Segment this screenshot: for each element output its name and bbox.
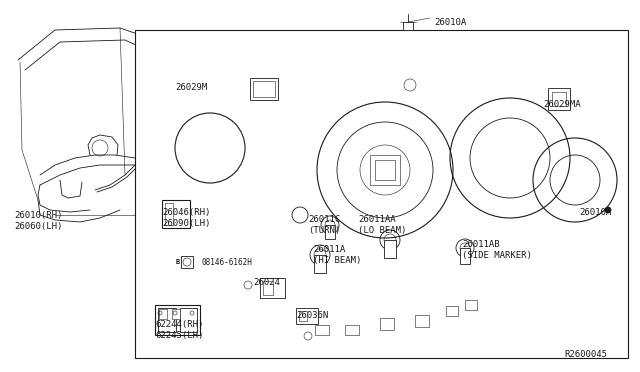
Bar: [446, 306, 458, 316]
Bar: [384, 240, 396, 258]
Bar: [548, 88, 570, 110]
Bar: [296, 308, 318, 324]
Bar: [315, 325, 329, 335]
Text: 26060(LH): 26060(LH): [14, 222, 62, 231]
Bar: [159, 309, 167, 319]
Text: 26011C: 26011C: [308, 215, 340, 224]
Text: 26010(RH): 26010(RH): [14, 211, 62, 220]
Bar: [345, 325, 359, 335]
Text: (LO BEAM): (LO BEAM): [358, 226, 406, 235]
Bar: [460, 248, 470, 264]
Bar: [314, 255, 326, 273]
Bar: [552, 92, 566, 106]
Bar: [370, 155, 400, 185]
Bar: [158, 308, 176, 332]
Text: 26046(RH): 26046(RH): [162, 208, 211, 217]
Text: B: B: [176, 259, 180, 265]
Text: (SIDE MARKER): (SIDE MARKER): [462, 251, 532, 260]
Text: 26011AB: 26011AB: [462, 240, 500, 249]
Bar: [260, 278, 285, 298]
Text: 26010A: 26010A: [434, 18, 467, 27]
Text: 26024: 26024: [253, 278, 280, 287]
Bar: [299, 311, 307, 321]
Bar: [325, 225, 335, 239]
Text: 26011AA: 26011AA: [358, 215, 396, 224]
Text: 62244(RH): 62244(RH): [155, 320, 204, 329]
Bar: [180, 308, 197, 332]
Text: R2600045: R2600045: [564, 350, 607, 359]
Bar: [250, 78, 278, 100]
Text: 08146-6162H: 08146-6162H: [202, 258, 253, 267]
Text: (HI BEAM): (HI BEAM): [313, 256, 362, 265]
Bar: [165, 203, 173, 225]
Bar: [162, 200, 190, 228]
Bar: [465, 300, 477, 310]
Text: 26090(LH): 26090(LH): [162, 219, 211, 228]
Bar: [181, 256, 193, 268]
Circle shape: [605, 207, 611, 213]
Bar: [172, 309, 180, 319]
Bar: [415, 315, 429, 327]
Text: (TURN): (TURN): [308, 226, 340, 235]
Text: 26010A: 26010A: [579, 208, 611, 217]
Bar: [135, 30, 628, 358]
Text: 26029M: 26029M: [175, 83, 207, 92]
Bar: [380, 318, 394, 330]
Bar: [263, 281, 273, 295]
Text: 62245(LH): 62245(LH): [155, 331, 204, 340]
Bar: [403, 22, 413, 30]
Text: 26029MA: 26029MA: [543, 100, 580, 109]
Text: 26011A: 26011A: [313, 245, 345, 254]
Bar: [155, 305, 200, 335]
Bar: [375, 160, 395, 180]
Bar: [253, 81, 275, 97]
Text: 26036N: 26036N: [296, 311, 328, 320]
